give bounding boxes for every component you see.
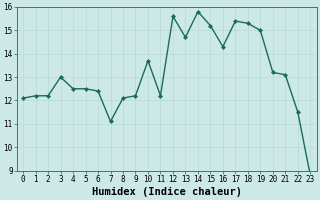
X-axis label: Humidex (Indice chaleur): Humidex (Indice chaleur): [92, 186, 242, 197]
